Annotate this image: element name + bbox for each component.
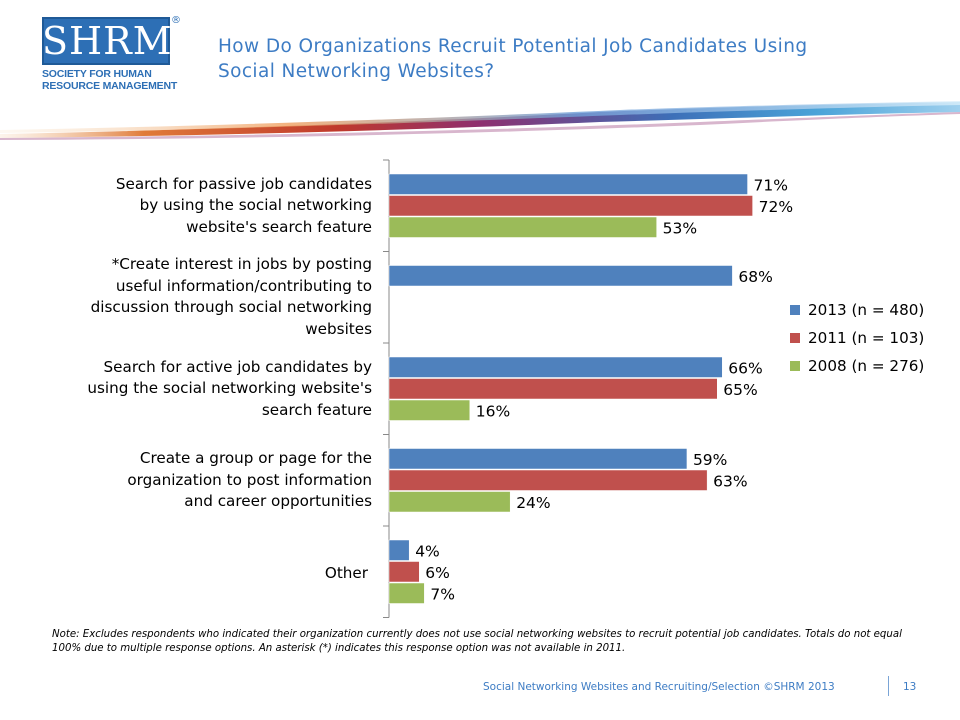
- data-label: 53%: [663, 219, 697, 237]
- data-label: 59%: [693, 451, 727, 469]
- data-label: 4%: [415, 542, 440, 560]
- data-label: 24%: [516, 494, 550, 512]
- decorative-swoosh-banner: [0, 101, 960, 140]
- bar-chart: 71% 72% 53% 68% 66% 65% 16% 59% 63% 24% 4% 6% 7% Sea…: [0, 150, 960, 630]
- data-label: 68%: [738, 268, 772, 286]
- bar-2008-cat-5: [388, 582, 425, 604]
- page-number: 13: [903, 681, 917, 693]
- data-label: 66%: [728, 359, 762, 377]
- logo-box: [42, 17, 170, 65]
- data-label: 6%: [425, 564, 450, 582]
- page-title: How Do Organizations Recruit Potential J…: [218, 34, 918, 84]
- shrm-logo: SHRM ® SOCIETY FOR HUMAN RESOURCE MANAGE…: [42, 15, 181, 99]
- bar-chart-plot: 71% 72% 53% 68% 66% 65% 16% 59% 63% 24% 4% 6% 7%: [383, 159, 793, 618]
- bar-2013-cat-1: [388, 173, 748, 195]
- page-title-line-2: Social Networking Websites?: [218, 61, 495, 82]
- legend-label: 2013 (n = 480): [808, 301, 925, 319]
- legend-label: 2011 (n = 103): [808, 329, 925, 347]
- category-label-line: and career opportunities: [184, 492, 372, 510]
- logo-registered-mark: ®: [171, 15, 181, 26]
- bar-2013-cat-4: [388, 448, 688, 470]
- footer-text: Social Networking Websites and Recruitin…: [483, 681, 835, 693]
- category-label-line: Create a group or page for the: [139, 449, 372, 467]
- category-label-line: by using the social networking: [139, 196, 372, 214]
- bar-2011-cat-4: [388, 469, 708, 491]
- category-label-line: website's search feature: [186, 217, 372, 236]
- data-label: 65%: [723, 381, 757, 399]
- category-label-line: search feature: [261, 400, 372, 419]
- category-label-3: Search for active job candidates by using…: [87, 357, 372, 422]
- data-label: 71%: [754, 176, 788, 194]
- footnote: Note: Excludes respondents who indicated…: [52, 629, 902, 654]
- legend-swatch: [790, 361, 800, 371]
- category-label-line: discussion through social networking: [90, 298, 372, 317]
- data-label: 72%: [759, 198, 793, 216]
- category-label-1: Search for passive job candidates by usin…: [116, 174, 372, 239]
- bar-2008-cat-3: [388, 399, 471, 421]
- bar-2013-cat-2: [388, 265, 733, 287]
- data-label: 16%: [476, 402, 510, 420]
- category-label-4: Create a group or page for the organizati…: [127, 448, 372, 513]
- page-title-line-1: How Do Organizations Recruit Potential J…: [218, 36, 808, 57]
- bar-2013-cat-5: [388, 539, 410, 561]
- logo-letters: SHRM: [42, 19, 173, 63]
- bar-2011-cat-5: [388, 561, 420, 583]
- category-label-line: *Create interest in jobs by posting: [111, 255, 372, 274]
- bar-2013-cat-3: [388, 356, 723, 378]
- category-label-5: Other: [325, 563, 368, 585]
- bar-2011-cat-1: [388, 195, 753, 217]
- legend-swatch: [790, 333, 800, 343]
- category-label-2: *Create interest in jobs by posting usefu…: [91, 254, 372, 340]
- logo-subtitle-line-2: RESOURCE MANAGEMENT: [42, 79, 178, 92]
- bar-2011-cat-3: [388, 378, 718, 400]
- legend-label: 2008 (n = 276): [808, 357, 925, 375]
- category-label-line: Other: [324, 564, 368, 582]
- footer-divider: [888, 676, 889, 696]
- category-label-line: Search for passive job candidates: [115, 174, 372, 193]
- legend-swatch: [790, 305, 800, 315]
- logo-subtitle-line-1: SOCIETY FOR HUMAN: [42, 68, 152, 80]
- logo-subtitle: SOCIETY FOR HUMAN RESOURCE MANAGEMENT: [42, 68, 180, 92]
- bar-2008-cat-1: [388, 216, 657, 238]
- category-label-line: websites: [305, 319, 372, 338]
- data-label: 63%: [713, 472, 747, 490]
- category-label-line: organization to post information: [127, 470, 372, 489]
- category-label-line: using the social networking website's: [87, 379, 372, 397]
- data-label: 7%: [430, 585, 455, 603]
- bar-2008-cat-4: [388, 491, 511, 513]
- category-label-line: useful information/contributing to: [115, 276, 372, 295]
- category-label-line: Search for active job candidates by: [103, 357, 372, 376]
